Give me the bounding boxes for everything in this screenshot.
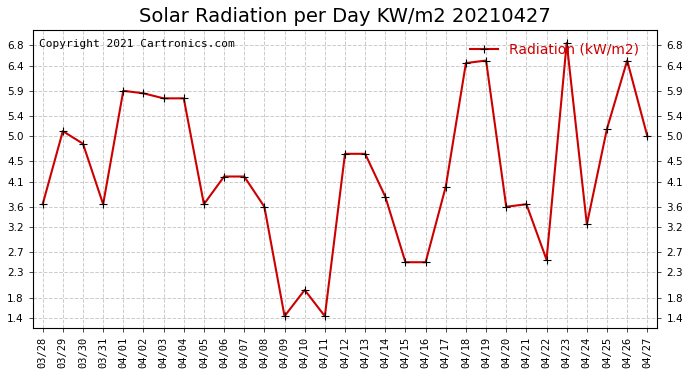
Radiation (kW/m2) bbox=[240, 174, 248, 179]
Radiation (kW/m2) bbox=[402, 260, 410, 264]
Radiation (kW/m2) bbox=[643, 134, 651, 138]
Radiation (kW/m2) bbox=[139, 91, 148, 96]
Radiation (kW/m2) bbox=[200, 202, 208, 207]
Radiation (kW/m2) bbox=[361, 152, 369, 156]
Radiation (kW/m2) bbox=[482, 58, 490, 63]
Radiation (kW/m2) bbox=[341, 152, 349, 156]
Text: Copyright 2021 Cartronics.com: Copyright 2021 Cartronics.com bbox=[39, 39, 235, 49]
Radiation (kW/m2) bbox=[179, 96, 188, 100]
Radiation (kW/m2) bbox=[220, 174, 228, 179]
Radiation (kW/m2) bbox=[301, 288, 309, 292]
Radiation (kW/m2) bbox=[603, 126, 611, 131]
Radiation (kW/m2) bbox=[442, 184, 450, 189]
Radiation (kW/m2) bbox=[119, 88, 128, 93]
Radiation (kW/m2) bbox=[79, 141, 87, 146]
Radiation (kW/m2) bbox=[59, 129, 67, 134]
Radiation (kW/m2) bbox=[522, 202, 531, 207]
Legend: Radiation (kW/m2): Radiation (kW/m2) bbox=[464, 37, 644, 62]
Radiation (kW/m2) bbox=[280, 314, 288, 318]
Radiation (kW/m2) bbox=[39, 202, 47, 207]
Radiation (kW/m2) bbox=[381, 194, 389, 199]
Radiation (kW/m2) bbox=[542, 258, 551, 262]
Radiation (kW/m2) bbox=[462, 61, 470, 65]
Title: Solar Radiation per Day KW/m2 20210427: Solar Radiation per Day KW/m2 20210427 bbox=[139, 7, 551, 26]
Radiation (kW/m2) bbox=[502, 204, 511, 209]
Radiation (kW/m2) bbox=[321, 314, 329, 318]
Radiation (kW/m2) bbox=[159, 96, 168, 100]
Radiation (kW/m2) bbox=[623, 58, 631, 63]
Radiation (kW/m2) bbox=[562, 40, 571, 45]
Radiation (kW/m2) bbox=[583, 222, 591, 226]
Line: Radiation (kW/m2): Radiation (kW/m2) bbox=[39, 39, 651, 320]
Radiation (kW/m2) bbox=[260, 204, 268, 209]
Radiation (kW/m2) bbox=[422, 260, 430, 264]
Radiation (kW/m2) bbox=[99, 202, 107, 207]
